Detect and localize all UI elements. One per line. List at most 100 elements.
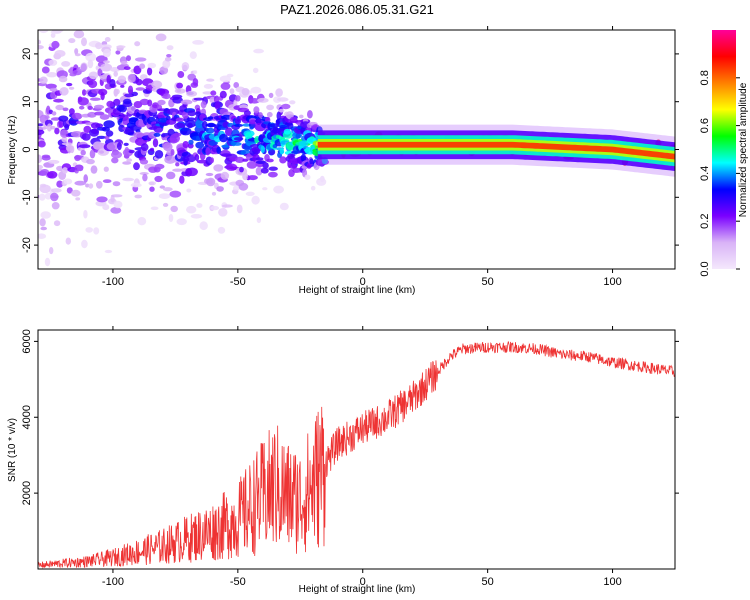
- colorbar-tick-label: 0.2: [699, 214, 711, 229]
- spectrogram-cell: [253, 48, 264, 54]
- spectrogram-cell: [130, 182, 142, 188]
- spectrogram-cell: [115, 50, 121, 55]
- spectrogram-cell: [85, 227, 93, 233]
- spectrogram-cell: [100, 63, 113, 72]
- colorbar-bar: [712, 30, 736, 269]
- spectrogram-cell: [147, 62, 157, 69]
- spectrogram-cell: [193, 70, 198, 75]
- spectrogram-cell: [50, 32, 56, 38]
- spectrogram-cell: [159, 185, 165, 189]
- spectrogram-cell: [87, 59, 94, 69]
- spectrogram-cell: [277, 97, 289, 102]
- spectrogram-cell: [38, 39, 42, 45]
- spectrogram-cell: [279, 124, 288, 129]
- colorbar-tick-label: 0.6: [699, 118, 711, 133]
- figure-title: PAZ1.2026.086.05.31.G21: [280, 2, 434, 17]
- spectrogram-cell: [80, 63, 87, 72]
- spectrogram-cell: [182, 141, 189, 149]
- spectrogram-cell: [103, 120, 115, 128]
- spectrogram-cell: [279, 202, 289, 211]
- spectrogram-cell: [49, 247, 54, 255]
- spectrogram-cell: [209, 96, 216, 103]
- spectrogram-cell: [43, 22, 47, 29]
- spectrogram-cell: [289, 100, 296, 105]
- spectrogram-cell: [275, 135, 281, 139]
- spectrogram-cell: [175, 162, 180, 167]
- spectrogram-cell: [109, 79, 116, 88]
- spectrogram-cell: [95, 123, 104, 128]
- spectrogram-cell: [46, 72, 58, 78]
- spectrogram-cell: [186, 90, 198, 97]
- spectrogram-cell: [200, 101, 207, 109]
- spectrogram-cell: [300, 153, 307, 162]
- spectrogram-cell: [218, 208, 228, 217]
- spectrogram-cell: [225, 127, 233, 136]
- spectrogram-cell: [101, 126, 111, 132]
- spectrogram-cell: [140, 143, 149, 152]
- spectrogram-cell: [113, 200, 123, 209]
- bottom-x-tick-label: -50: [230, 576, 246, 588]
- spectrogram-cell: [206, 78, 215, 82]
- spectrogram-cell: [192, 40, 205, 45]
- spectrogram-cell: [210, 205, 220, 211]
- spectrogram-cell: [83, 125, 92, 133]
- spectrogram-cell: [124, 19, 133, 26]
- spectrogram-cell: [222, 121, 230, 128]
- top-x-tick-label: 100: [603, 276, 621, 288]
- spectrogram-cell: [49, 87, 58, 92]
- spectrogram-cell: [205, 147, 211, 156]
- spectrogram-cell: [192, 78, 199, 86]
- spectrogram-cell: [110, 207, 122, 214]
- spectrogram-cell: [87, 105, 93, 110]
- spectrogram-cell: [117, 142, 122, 151]
- spectrogram-cell: [131, 3, 136, 11]
- top-x-tick-label: -100: [102, 276, 124, 288]
- spectrogram-cell: [233, 123, 244, 127]
- spectrogram-cell: [83, 209, 88, 219]
- spectrogram-cell: [123, 142, 129, 146]
- spectrogram-cell: [38, 194, 40, 199]
- spectrogram-cell: [139, 63, 146, 69]
- spectrogram-cell: [51, 202, 60, 210]
- spectrogram-cell: [175, 117, 185, 123]
- spectrogram-cell: [68, 38, 76, 44]
- spectrogram-cell: [262, 187, 268, 191]
- spectrogram-cell: [158, 193, 171, 200]
- spectrogram-cell: [135, 87, 145, 91]
- spectrogram-cell: [122, 116, 131, 126]
- spectrogram-cell: [69, 108, 75, 116]
- top-y-ticks: -20 -10 0 10 20: [21, 48, 679, 253]
- spectrogram-cell: [38, 123, 44, 127]
- spectrogram-cell: [81, 239, 88, 249]
- spectrogram-cell: [38, 126, 48, 130]
- spectrogram-cell: [77, 167, 84, 172]
- spectrogram-cell: [166, 171, 176, 180]
- spectrogram-cell: [59, 87, 69, 96]
- spectrogram-cell: [157, 99, 166, 106]
- spectrogram-cell: [74, 48, 79, 55]
- spectrogram-cell: [174, 122, 186, 130]
- spectrogram-cell: [149, 186, 155, 192]
- top-y-tick-label: 10: [21, 96, 33, 108]
- spectrogram-cell: [176, 218, 187, 226]
- spectrogram-cell: [210, 90, 217, 96]
- spectrogram-cell: [96, 180, 103, 189]
- spectrogram-cell: [159, 66, 169, 75]
- spectrogram-cell: [211, 191, 217, 196]
- spectrogram-cell: [74, 53, 81, 57]
- spectrogram-cell: [38, 140, 46, 148]
- spectrogram-cell: [153, 132, 161, 137]
- spectrogram-cell: [166, 45, 174, 51]
- spectrogram-cell: [199, 221, 208, 231]
- spectrogram-cell: [102, 179, 112, 184]
- bottom-x-ticks: -100 -50 0 50 100: [102, 326, 622, 588]
- spectrogram-cell: [139, 172, 149, 175]
- spectrogram-cell: [162, 93, 171, 100]
- spectrogram-cell: [241, 88, 250, 96]
- spectrogram-cell: [243, 110, 251, 116]
- bottom-x-axis-label: Height of straight line (km): [299, 584, 416, 595]
- spectrogram-cell: [221, 204, 233, 208]
- spectrogram-cell: [164, 155, 176, 164]
